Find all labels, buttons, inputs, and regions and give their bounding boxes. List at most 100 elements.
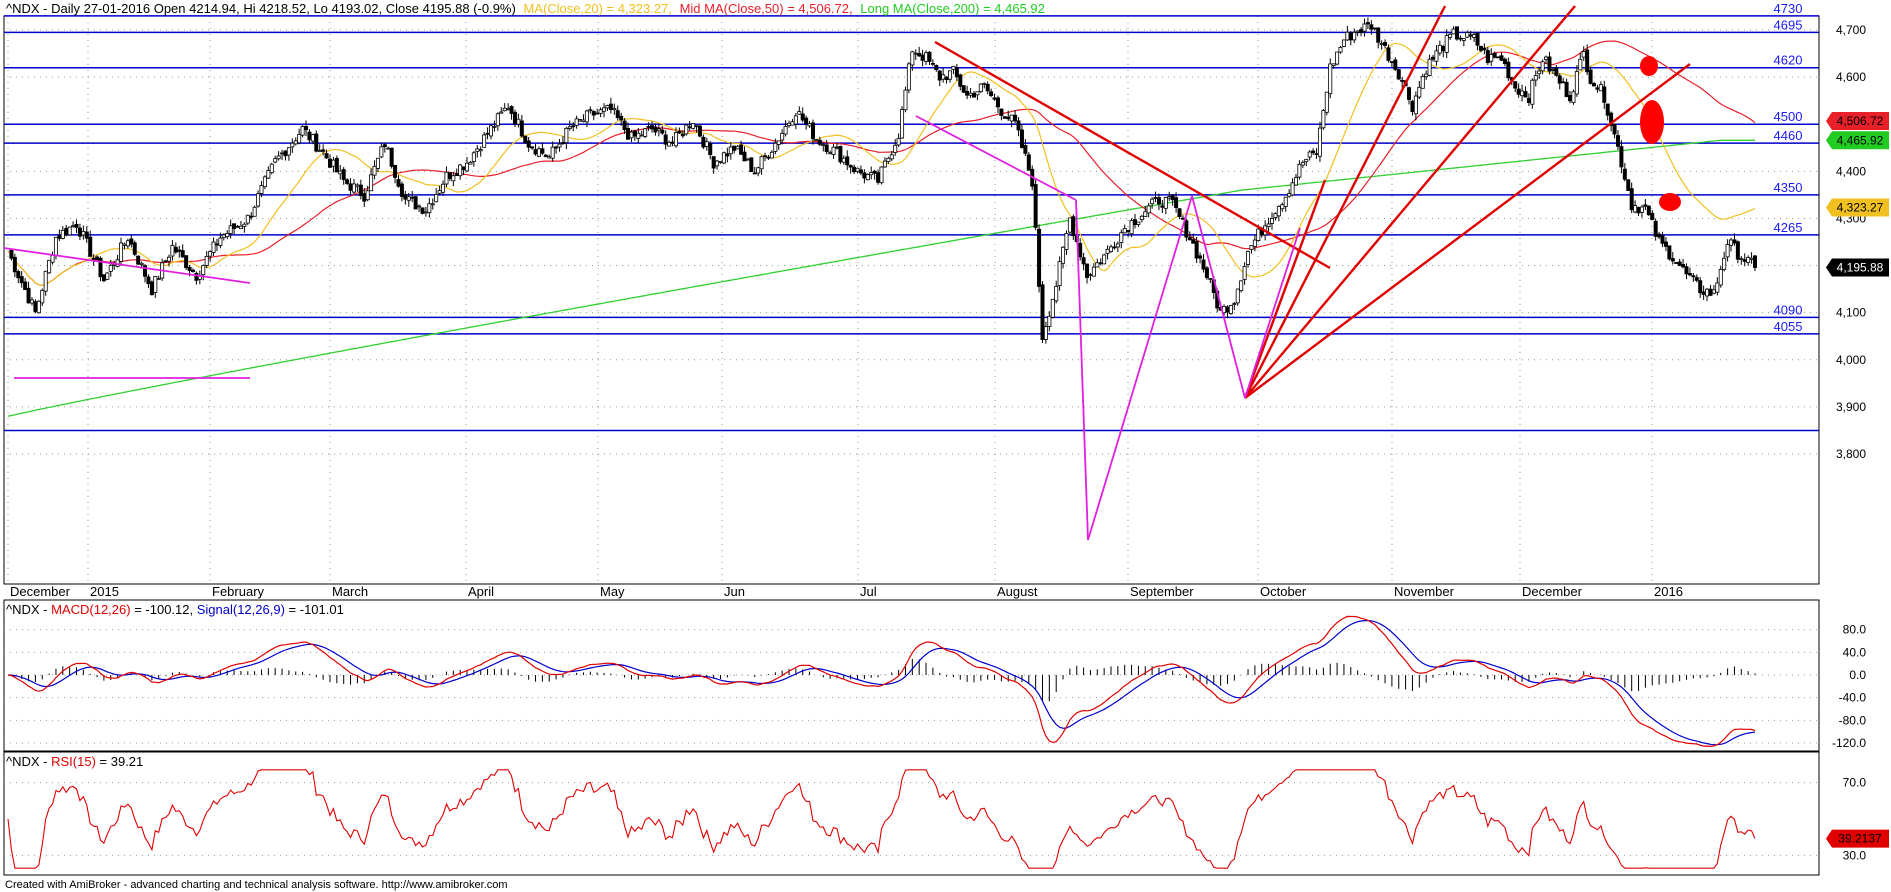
price-flag [1826,258,1889,277]
candle-body [886,157,891,163]
price-header: ^NDX - Daily 27-01-2016 Open 4214.94, Hi… [6,1,1045,16]
candle-body [588,109,593,112]
price-panel-frame [3,15,1820,585]
candle-body [814,139,819,142]
candle-body [999,108,1004,116]
macd-header: ^NDX - MACD(12,26) = -100.12, Signal(12,… [6,602,344,617]
candle-body [1290,182,1295,196]
candle-body [512,111,517,124]
candle-body [502,107,507,112]
candle-body [1270,218,1275,224]
candle-body [1496,56,1501,59]
candle-body [968,92,973,96]
candle-body [1002,116,1007,119]
candle-body [1708,288,1713,296]
price-flag-label: 4,506.72 [1837,114,1884,128]
candle-body [228,225,233,234]
candle-body [163,260,168,263]
candle-body [372,165,377,176]
candle-body [1170,194,1175,201]
candle-body [286,147,291,156]
candle-body [499,111,504,114]
candle-body [451,175,456,182]
candle-body [338,170,343,175]
candle-body [519,120,524,137]
candle-body [1362,23,1367,32]
candle-body [948,70,953,80]
candle-body [1266,223,1271,228]
candle-body [619,115,624,121]
candle-body [1722,257,1727,270]
candle-body [1239,280,1244,291]
candle-body [1232,303,1237,305]
candle-body [852,166,857,173]
candle-body [1561,81,1566,84]
candle-body [252,206,257,217]
candle-body [225,232,230,237]
trendline-red [934,40,1331,270]
rsi-header-rsi: RSI(15) [51,754,96,769]
candle-body [1451,28,1456,35]
candle-body [53,236,58,256]
price-flag [1826,131,1889,150]
candle-body [526,140,531,148]
candle-body [632,130,637,137]
price-flag [1826,198,1889,217]
candle-body [872,170,877,174]
price-tick-label: 4,400 [1836,164,1866,178]
candle-body [1506,61,1511,79]
candle-body [1228,305,1233,315]
candle-body [1465,32,1470,38]
candle-body [869,172,874,176]
candle-body [355,184,360,187]
candle-body [1372,27,1377,30]
x-tick-label: March [332,584,368,599]
candle-body [646,126,651,128]
candle-body [465,162,470,172]
candle-body [554,146,559,149]
candle-body [670,141,675,144]
candle-body [1454,26,1459,40]
candle-body [122,243,127,246]
candle-body [1578,58,1583,71]
candle-body [26,287,31,304]
rsi-tick-label: 30.0 [1843,848,1867,862]
candle-body [256,193,261,207]
candle-body [1434,50,1439,62]
macd-tick-label: -40.0 [1839,691,1867,705]
candle-body [362,193,367,202]
candle-body [249,215,254,218]
candle-body [1355,30,1360,33]
candle-body [304,126,309,131]
candle-body [1064,233,1069,250]
candle-body [824,144,829,152]
candle-body [369,174,374,192]
candle-body [636,132,641,139]
candle-body [855,167,860,172]
price-tick-label: 3,800 [1836,447,1866,461]
candle-body [591,111,596,116]
candle-body [50,255,55,263]
x-tick-label: April [468,584,494,599]
candle-body [756,167,761,174]
candle-body [1629,188,1634,211]
candle-body [982,82,987,85]
candle-body [156,278,161,280]
candle-body [60,229,65,239]
candle-body [821,144,826,146]
candle-body [218,237,223,246]
candle-body [139,262,144,265]
candle-body [567,126,572,129]
candle-body [1753,255,1758,268]
candle-body [793,115,798,125]
candle-body [1061,246,1066,264]
candle-body [978,83,983,92]
candle-body [1156,197,1161,205]
candle-body [351,183,356,193]
macd-header-signal-value: = -101.01 [289,602,344,617]
candle-body [177,249,182,252]
candle-body [1043,326,1048,340]
header-ma50: Mid MA(Close,50) = 4,506.72, [680,1,853,16]
candle-body [1331,63,1336,67]
